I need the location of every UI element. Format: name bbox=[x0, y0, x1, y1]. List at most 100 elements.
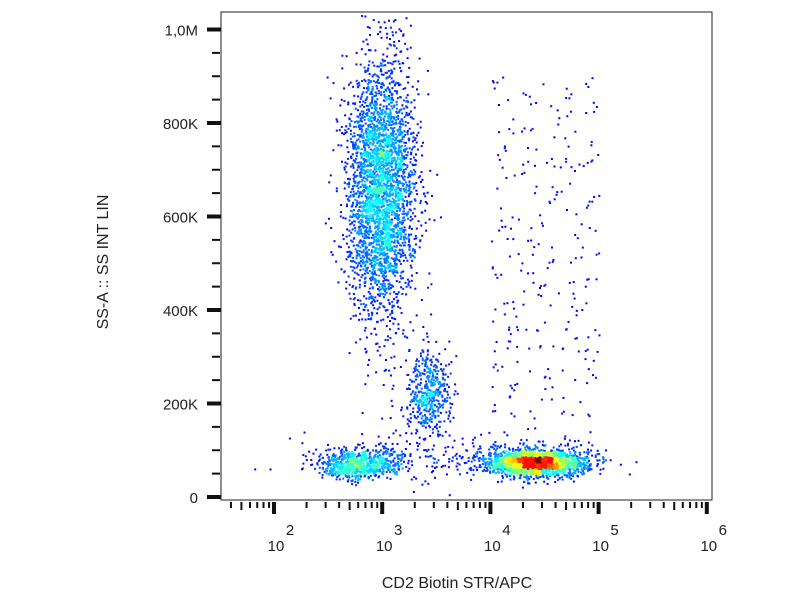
data-point bbox=[359, 191, 362, 194]
data-point bbox=[330, 227, 333, 229]
data-point bbox=[389, 149, 391, 152]
data-point bbox=[372, 163, 375, 166]
data-point bbox=[398, 259, 400, 262]
data-point bbox=[402, 237, 405, 240]
data-point bbox=[393, 201, 396, 204]
data-point bbox=[359, 264, 362, 267]
data-point bbox=[413, 395, 416, 398]
data-point bbox=[377, 167, 380, 170]
data-point bbox=[406, 373, 409, 376]
data-point bbox=[380, 201, 383, 204]
data-point bbox=[382, 160, 385, 163]
data-point bbox=[387, 285, 390, 288]
data-point bbox=[371, 300, 374, 303]
data-point bbox=[386, 249, 389, 252]
data-point bbox=[383, 213, 385, 216]
data-point bbox=[375, 201, 378, 204]
data-point bbox=[372, 250, 375, 253]
data-point bbox=[489, 471, 492, 474]
data-point bbox=[380, 257, 383, 260]
data-point bbox=[384, 285, 387, 288]
data-point bbox=[417, 404, 420, 407]
data-point bbox=[370, 180, 373, 183]
data-point bbox=[351, 205, 354, 208]
data-point bbox=[390, 399, 393, 402]
data-point bbox=[397, 327, 400, 330]
data-point bbox=[349, 253, 352, 256]
data-point bbox=[358, 81, 361, 84]
data-point bbox=[351, 269, 354, 272]
data-point bbox=[353, 237, 356, 239]
data-point bbox=[376, 158, 379, 161]
data-point bbox=[414, 199, 417, 202]
data-point bbox=[447, 414, 450, 417]
data-point bbox=[349, 210, 352, 212]
data-point bbox=[428, 375, 431, 378]
data-point bbox=[361, 258, 364, 261]
data-point bbox=[383, 59, 386, 62]
data-point bbox=[395, 47, 398, 50]
data-point bbox=[358, 216, 361, 219]
data-point bbox=[369, 169, 372, 172]
data-point bbox=[358, 120, 361, 123]
data-point bbox=[392, 285, 394, 288]
data-point bbox=[571, 463, 574, 466]
data-point bbox=[377, 149, 379, 152]
data-point bbox=[398, 249, 401, 252]
data-point bbox=[519, 442, 522, 445]
data-point bbox=[368, 297, 371, 300]
data-point bbox=[439, 391, 442, 394]
data-point bbox=[399, 166, 402, 169]
data-point bbox=[344, 165, 347, 168]
data-point bbox=[344, 114, 347, 117]
data-point bbox=[495, 453, 498, 456]
data-point bbox=[375, 273, 378, 276]
data-point bbox=[390, 168, 393, 171]
data-point bbox=[351, 163, 354, 166]
data-point bbox=[379, 26, 382, 29]
data-point bbox=[382, 194, 385, 197]
data-point bbox=[520, 450, 523, 453]
data-point bbox=[391, 162, 394, 165]
data-point bbox=[446, 383, 449, 386]
data-point bbox=[393, 270, 396, 273]
data-point bbox=[442, 378, 444, 381]
data-point bbox=[380, 118, 383, 121]
data-point bbox=[401, 135, 404, 138]
data-point bbox=[369, 205, 372, 207]
data-point bbox=[391, 306, 394, 309]
data-point bbox=[488, 461, 491, 464]
data-point bbox=[422, 398, 425, 400]
data-point bbox=[377, 211, 380, 214]
data-point bbox=[396, 232, 398, 235]
data-point bbox=[381, 167, 384, 170]
data-point bbox=[368, 185, 371, 188]
data-point bbox=[403, 238, 406, 241]
data-point bbox=[360, 176, 363, 179]
data-point bbox=[364, 318, 367, 321]
data-point bbox=[394, 190, 397, 193]
data-point bbox=[514, 448, 517, 451]
data-point bbox=[416, 375, 419, 378]
data-point bbox=[382, 141, 385, 144]
data-point bbox=[377, 279, 380, 282]
data-point bbox=[415, 153, 417, 156]
data-point bbox=[347, 185, 350, 188]
data-point bbox=[383, 119, 385, 122]
data-point bbox=[554, 470, 557, 473]
data-point bbox=[370, 91, 373, 93]
data-point bbox=[389, 200, 391, 203]
data-point bbox=[400, 131, 403, 134]
data-point bbox=[499, 460, 502, 463]
data-point bbox=[387, 128, 390, 131]
data-point bbox=[378, 216, 381, 218]
data-point bbox=[378, 236, 381, 238]
data-point bbox=[389, 96, 392, 99]
data-point bbox=[422, 403, 425, 406]
data-point bbox=[357, 124, 360, 127]
data-point bbox=[365, 98, 368, 101]
data-point bbox=[388, 134, 391, 137]
data-point bbox=[405, 105, 408, 108]
data-point bbox=[401, 152, 403, 155]
data-point bbox=[369, 194, 372, 196]
